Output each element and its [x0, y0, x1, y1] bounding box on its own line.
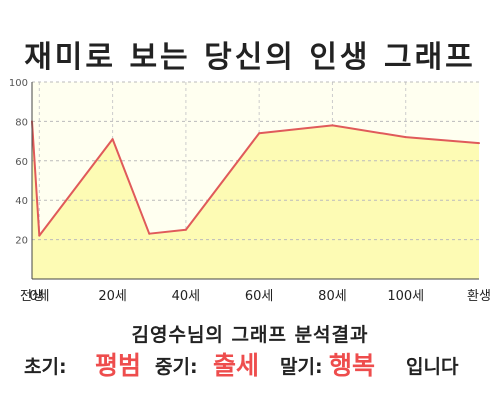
y-tick-label: 40 [15, 196, 28, 207]
analysis-result: 초기: 평범 중기: 출세 말기: 행복 입니다 [0, 346, 500, 382]
data-point [148, 232, 151, 235]
data-point [331, 124, 334, 127]
x-tick-label: 80세 [318, 289, 347, 304]
x-tick-label: 0세 [29, 289, 49, 304]
y-tick-label: 80 [15, 117, 28, 128]
late-value: 행복 [329, 351, 376, 380]
result-suffix: 입니다 [406, 356, 459, 378]
early-value: 평범 [95, 351, 142, 380]
chart-title: 재미로 보는 당신의 인생 그래프 [24, 40, 476, 75]
data-point [111, 138, 114, 141]
x-tick-label: 전생 [20, 289, 44, 304]
late-label: 말기: [280, 356, 323, 378]
y-tick-label: 100 [9, 78, 28, 89]
data-point [184, 228, 187, 231]
data-point [478, 142, 480, 145]
middle-value: 출세 [213, 351, 260, 380]
analysis-subtitle: 김영수님의 그래프 분석결과 [131, 324, 369, 346]
data-point [258, 132, 261, 135]
x-tick-label: 40세 [172, 289, 201, 304]
middle-label: 중기: [155, 356, 198, 378]
y-tick-label: 20 [15, 236, 28, 247]
data-point [38, 234, 41, 237]
x-tick-label: 100세 [387, 289, 424, 304]
x-tick-label: 20세 [98, 289, 127, 304]
x-tick-label: 60세 [245, 289, 274, 304]
data-point [404, 136, 407, 139]
early-label: 초기: [24, 356, 67, 378]
y-tick-label: 60 [15, 157, 28, 168]
x-tick-label: 환생 [467, 289, 491, 304]
